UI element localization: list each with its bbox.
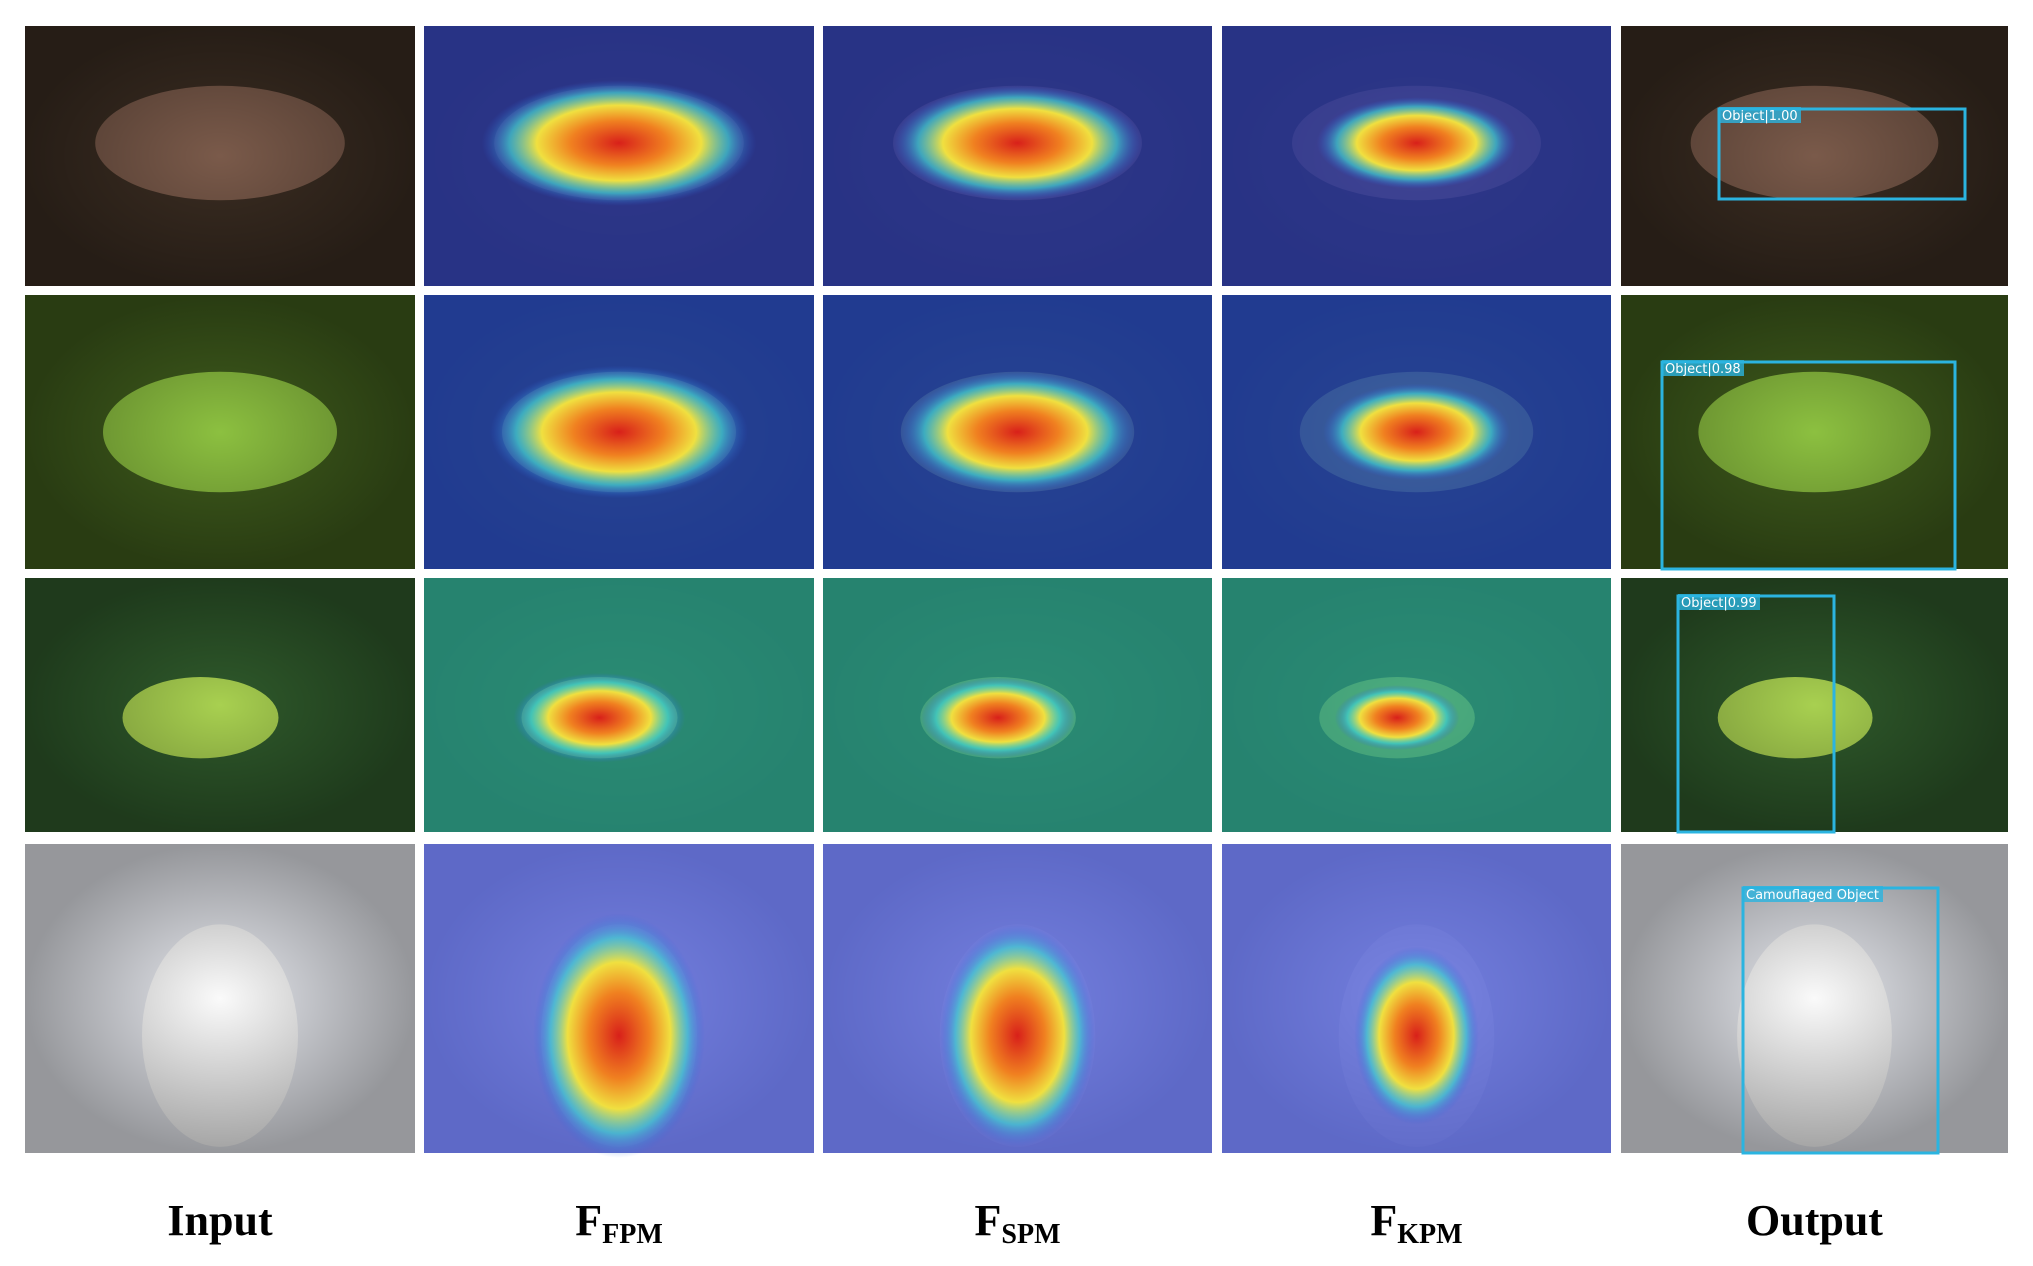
heatmap-blob	[513, 672, 686, 763]
detection-tag	[1719, 107, 1801, 123]
image-cell	[823, 26, 1212, 286]
image-cell	[424, 844, 814, 1158]
vignette	[1621, 295, 2008, 569]
column-label-main: Input	[167, 1196, 273, 1245]
column-label: FFPM	[575, 1196, 663, 1250]
image-cell	[424, 295, 814, 569]
column-label-sub: KPM	[1397, 1219, 1462, 1250]
heatmap-blob	[900, 371, 1135, 493]
column-label-main: F	[575, 1196, 602, 1245]
image-cell	[1222, 26, 1611, 286]
detection-label: Object|1.00	[1722, 109, 1798, 124]
column-label-sub: SPM	[1001, 1219, 1060, 1250]
image-cell	[823, 844, 1212, 1153]
image-cell	[25, 844, 415, 1153]
detection-tag	[1662, 360, 1744, 376]
column-label: Output	[1746, 1196, 1883, 1245]
image-cell	[1222, 578, 1611, 832]
image-cell	[1222, 295, 1611, 569]
vignette	[25, 578, 415, 832]
heatmap-blob	[1354, 946, 1479, 1125]
image-cell	[25, 26, 415, 286]
column-label: FKPM	[1370, 1196, 1462, 1250]
image-cell	[823, 578, 1212, 832]
image-cell	[1621, 295, 2008, 569]
vignette	[1621, 26, 2008, 286]
heatmap-blob	[1323, 383, 1510, 481]
image-cell	[1222, 844, 1611, 1153]
detection-tag	[1743, 886, 1883, 902]
image-cell	[1621, 26, 2008, 286]
detection-box	[1660, 360, 1957, 571]
column-label-main: F	[1370, 1196, 1397, 1245]
column-label: Input	[167, 1196, 273, 1245]
detection-box	[1717, 107, 1967, 201]
column-label: FSPM	[975, 1196, 1061, 1250]
image-cell	[424, 578, 814, 832]
vignette	[25, 844, 415, 1153]
image-cell	[823, 295, 1212, 569]
vignette	[1621, 578, 2008, 832]
vignette	[25, 26, 415, 286]
heatmap-blob	[481, 80, 757, 206]
heatmap-blob	[533, 913, 705, 1158]
detection-label: Object|0.98	[1665, 362, 1741, 377]
detection-label: Camouflaged Object	[1746, 888, 1879, 903]
heatmap-blob	[893, 85, 1142, 201]
heatmap-blob	[490, 365, 748, 499]
column-label-main: F	[975, 1196, 1002, 1245]
image-cell	[424, 26, 814, 286]
detection-label: Object|0.99	[1681, 596, 1757, 611]
heatmap-blob	[1334, 685, 1460, 751]
image-cell	[25, 295, 415, 569]
vignette	[25, 295, 415, 569]
detection-tag	[1678, 594, 1760, 610]
column-label-sub: FPM	[602, 1219, 663, 1250]
heatmap-blob	[939, 924, 1096, 1147]
heatmap-blob	[920, 677, 1076, 759]
image-cell	[25, 578, 415, 832]
heatmap-blob	[1316, 97, 1517, 189]
column-label-main: Output	[1746, 1196, 1883, 1245]
